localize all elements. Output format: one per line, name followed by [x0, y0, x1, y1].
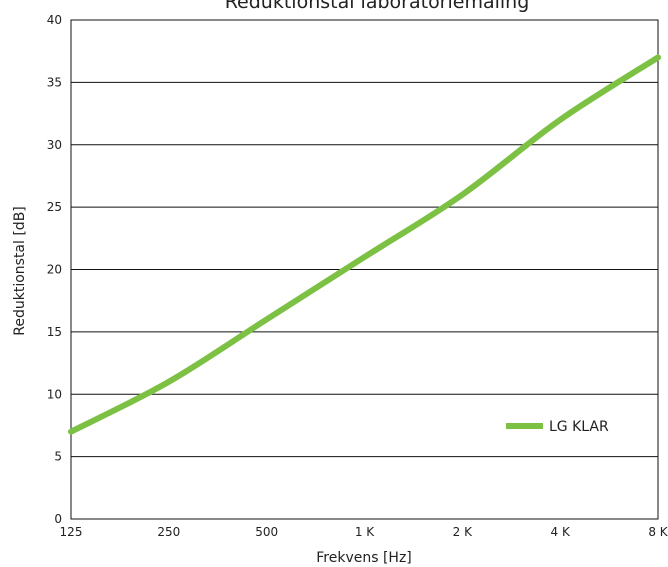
y-tick-label: 15	[47, 325, 62, 339]
x-tick-label: 1 K	[355, 525, 375, 539]
y-tick-label: 5	[54, 450, 62, 464]
series-group	[68, 54, 661, 435]
x-tick-label: 500	[255, 525, 278, 539]
x-tick-label: 8 K	[648, 525, 668, 539]
x-tick-label: 4 K	[551, 525, 571, 539]
y-tick-label: 0	[54, 512, 62, 526]
x-tick-label: 125	[60, 525, 83, 539]
chart-title: Reduktionstal laboratoriemåling	[225, 0, 530, 13]
series-line-lg-klar	[68, 54, 661, 435]
grid	[71, 81, 658, 458]
y-axis-label: Reduktionstal [dB]	[12, 206, 28, 336]
y-tick-label: 35	[47, 75, 62, 89]
x-axis-label: Frekvens [Hz]	[316, 550, 412, 566]
y-tick-label: 40	[47, 13, 62, 27]
x-tick-label: 250	[157, 525, 180, 539]
x-tick-labels: 125 250 500 1 K 2 K 4 K 8 K	[60, 525, 668, 539]
y-tick-label: 10	[47, 387, 62, 401]
y-tick-label: 25	[47, 200, 62, 214]
y-tick-labels: 0 5 10 15 20 25 30 35 40	[47, 13, 62, 526]
legend: LG KLAR	[506, 419, 609, 435]
plot-frame	[70, 19, 659, 520]
x-tick-label: 2 K	[453, 525, 473, 539]
y-tick-label: 20	[47, 263, 62, 277]
y-tick-label: 30	[47, 138, 62, 152]
legend-entry: LG KLAR	[549, 419, 609, 435]
